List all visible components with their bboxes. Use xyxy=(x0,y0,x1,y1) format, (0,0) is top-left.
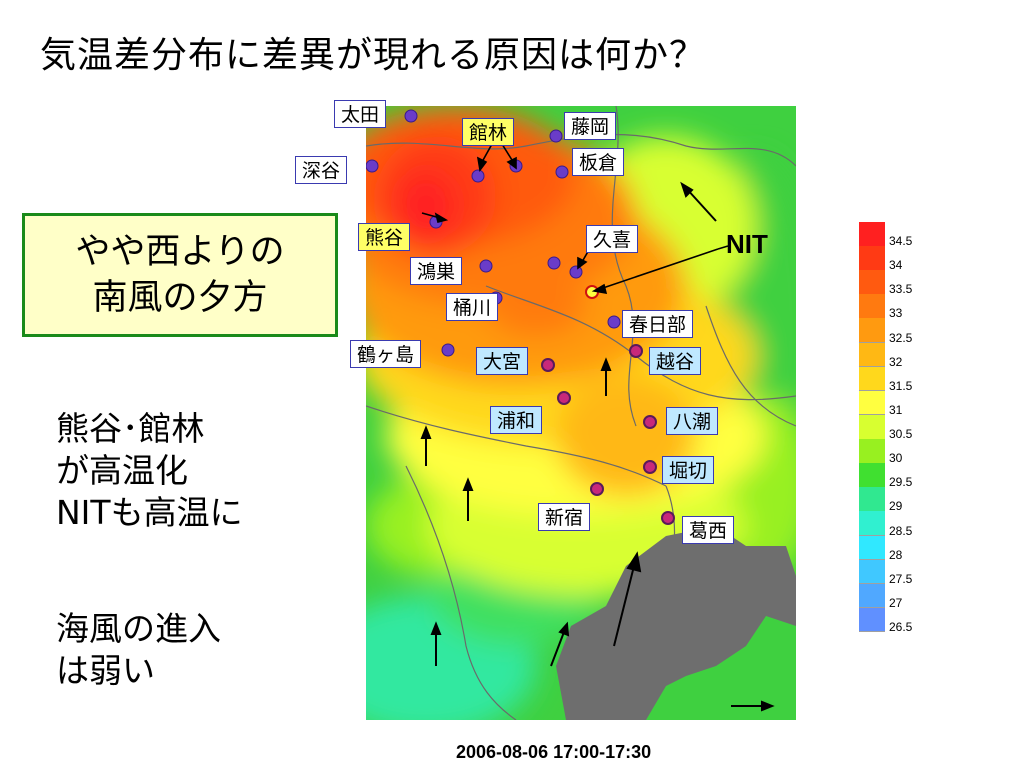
station-label-urawa: 浦和 xyxy=(490,406,543,434)
note-line: は弱い xyxy=(56,651,155,690)
sea-breeze-note: 海風の進入 は弱い xyxy=(56,608,221,692)
colorbar-tick-label: 27.5 xyxy=(889,571,913,586)
station-label-fukaya: 深谷 xyxy=(295,156,348,184)
note-line: 熊谷･館林 xyxy=(56,409,205,448)
colorbar-tick-label: 34.5 xyxy=(889,234,913,249)
colorbar-tick-label: 33 xyxy=(889,306,903,321)
station-label-omiya: 大宮 xyxy=(476,347,529,375)
colorbar-swatch xyxy=(859,342,885,368)
colorbar-tick-label: 27 xyxy=(889,595,903,610)
callout-line: やや西よりの xyxy=(75,232,285,272)
colorbar-tick-label: 32.5 xyxy=(889,330,913,345)
station-label-kumagaya: 熊谷 xyxy=(358,223,411,251)
colorbar-tick-label: 29.5 xyxy=(889,475,913,490)
colorbar-swatch xyxy=(859,390,885,416)
note-line: 海風の進入 xyxy=(56,609,221,648)
colorbar-swatch xyxy=(859,439,885,464)
colorbar-tick-label: 34 xyxy=(889,258,903,273)
colorbar-swatch xyxy=(859,414,885,440)
station-label-fujioka: 藤岡 xyxy=(564,112,617,140)
colorbar-swatch xyxy=(859,583,885,609)
colorbar-tick-label: 31 xyxy=(889,402,903,417)
colorbar-swatch xyxy=(859,270,885,295)
page-title: 気温差分布に差異が現れる原因は何か？ xyxy=(40,35,707,76)
temperature-colorbar xyxy=(859,222,885,633)
colorbar-tick-label: 30.5 xyxy=(889,427,913,442)
colorbar-tick-label: 26.5 xyxy=(889,620,913,634)
colorbar-swatch xyxy=(859,559,885,585)
colorbar-tick-label: 31.5 xyxy=(889,378,913,393)
wind-condition-callout: やや西よりの 南風の夕方 xyxy=(22,213,338,337)
timestamp: 2006-08-06 17:00-17:30 xyxy=(456,742,652,762)
colorbar-swatch xyxy=(859,294,885,319)
station-label-itakura: 板倉 xyxy=(572,148,625,176)
colorbar-swatch xyxy=(859,246,885,271)
colorbar-swatch xyxy=(859,607,885,633)
colorbar-swatch xyxy=(859,487,885,512)
colorbar-swatch xyxy=(859,366,885,392)
station-label-horikiri: 堀切 xyxy=(662,456,715,484)
note-line: が高温化 xyxy=(56,451,188,490)
colorbar-tick-label: 28 xyxy=(889,547,903,562)
temperature-map xyxy=(366,106,796,720)
station-label-okegawa: 桶川 xyxy=(446,293,499,321)
observation-note: 熊谷･館林 が高温化 NITも高温に xyxy=(56,408,243,534)
station-label-shinjuku: 新宿 xyxy=(538,503,591,531)
colorbar-swatch xyxy=(859,463,885,488)
station-label-kasai: 葛西 xyxy=(682,516,735,544)
colorbar-tick-label: 30 xyxy=(889,451,903,466)
colorbar-tick-label: 33.5 xyxy=(889,282,913,297)
colorbar-tick-label: 32 xyxy=(889,354,903,369)
colorbar-tick-label: 28.5 xyxy=(889,523,913,538)
station-label-konosu: 鴻巣 xyxy=(410,257,463,285)
station-label-koshigaya: 越谷 xyxy=(649,347,702,375)
colorbar-swatch xyxy=(859,511,885,537)
station-label-tatebayashi: 館林 xyxy=(462,118,515,146)
station-label-ota: 太田 xyxy=(334,100,387,128)
colorbar-tick-label: 29 xyxy=(889,499,903,514)
station-label-yashio: 八潮 xyxy=(666,407,719,435)
callout-line: 南風の夕方 xyxy=(92,278,268,318)
colorbar-swatch xyxy=(859,535,885,561)
station-label-tsurugashima: 鶴ヶ島 xyxy=(350,340,422,368)
nit-label: NIT xyxy=(726,229,768,259)
colorbar-swatch xyxy=(859,318,885,344)
station-label-kuki: 久喜 xyxy=(586,225,639,253)
colorbar-swatch xyxy=(859,222,885,247)
station-label-kasukabe: 春日部 xyxy=(622,310,694,338)
note-line: NITも高温に xyxy=(56,493,243,532)
